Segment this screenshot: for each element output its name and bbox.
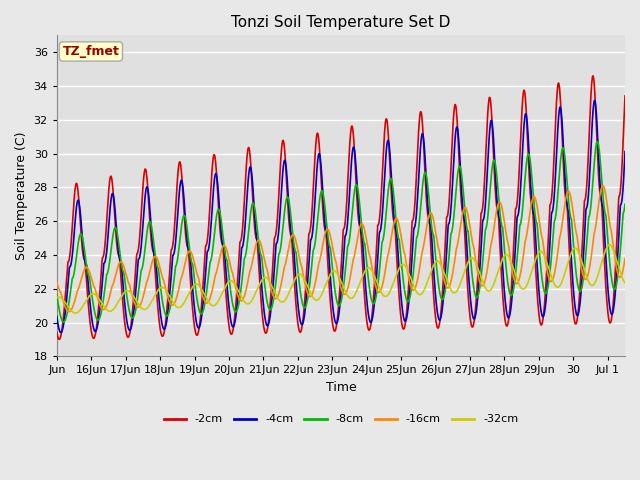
Text: TZ_fmet: TZ_fmet	[63, 45, 120, 58]
Title: Tonzi Soil Temperature Set D: Tonzi Soil Temperature Set D	[231, 15, 451, 30]
X-axis label: Time: Time	[326, 381, 356, 394]
Y-axis label: Soil Temperature (C): Soil Temperature (C)	[15, 132, 28, 260]
Legend: -2cm, -4cm, -8cm, -16cm, -32cm: -2cm, -4cm, -8cm, -16cm, -32cm	[159, 410, 523, 429]
